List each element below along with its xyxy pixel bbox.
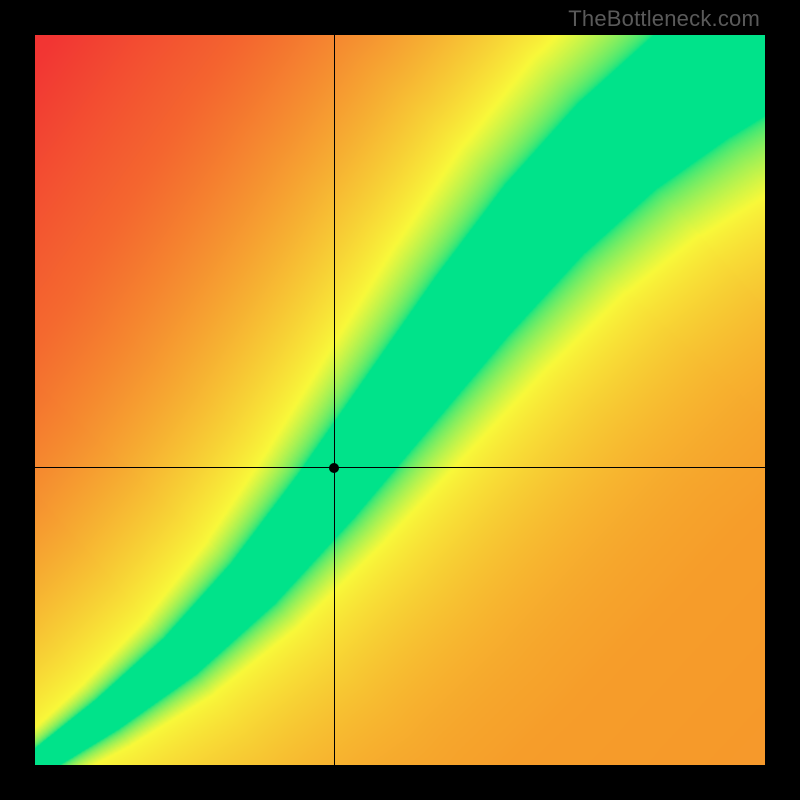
heatmap-plot — [35, 35, 765, 765]
crosshair-horizontal — [35, 467, 765, 468]
crosshair-vertical — [334, 35, 335, 765]
outer-frame: TheBottleneck.com — [0, 0, 800, 800]
watermark-text: TheBottleneck.com — [568, 6, 760, 32]
crosshair-marker-dot — [329, 463, 339, 473]
heatmap-canvas — [35, 35, 765, 765]
